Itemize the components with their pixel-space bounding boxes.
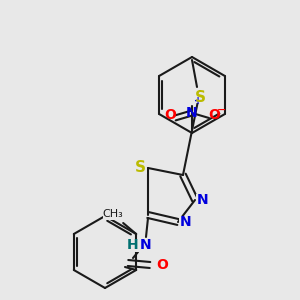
Text: O: O <box>208 108 220 122</box>
Text: N: N <box>180 215 192 229</box>
Bar <box>155 259 169 271</box>
Bar <box>179 216 193 228</box>
Bar <box>133 162 147 174</box>
Text: +: + <box>194 96 202 106</box>
Text: N: N <box>197 193 209 207</box>
Bar <box>120 238 146 251</box>
Text: O: O <box>164 108 176 122</box>
Text: N: N <box>186 106 198 120</box>
Text: −: − <box>217 105 227 115</box>
Text: S: S <box>194 89 206 104</box>
Bar <box>193 91 207 103</box>
Text: O: O <box>156 258 168 272</box>
Bar <box>103 208 123 220</box>
Text: S: S <box>134 160 146 175</box>
Bar <box>196 194 210 206</box>
Text: N: N <box>140 238 152 252</box>
Text: CH₃: CH₃ <box>103 209 124 219</box>
Text: H: H <box>127 238 139 252</box>
